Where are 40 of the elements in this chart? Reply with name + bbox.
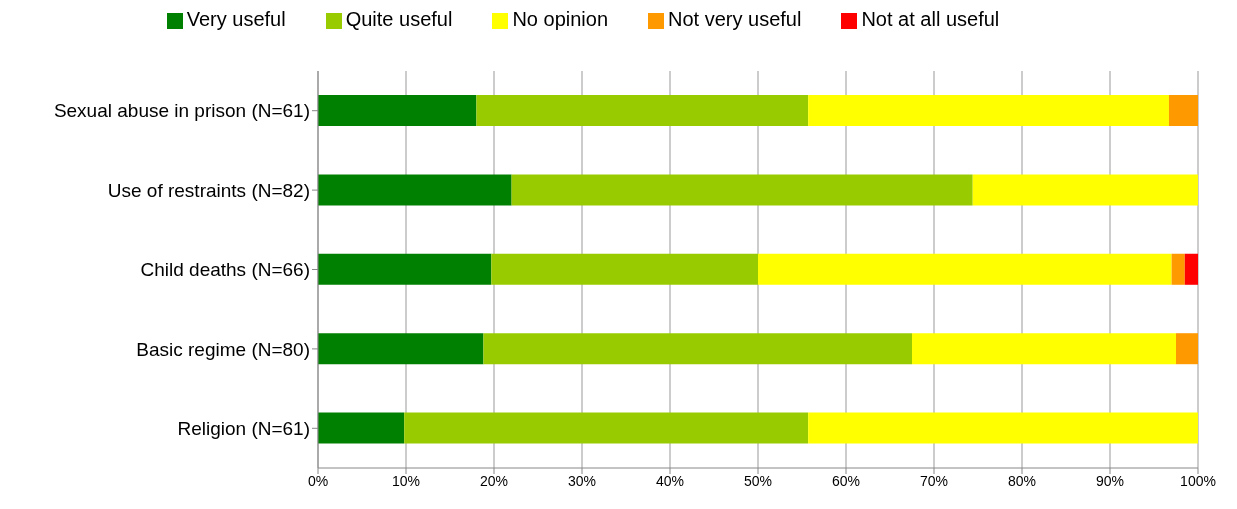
legend-label: Very useful <box>186 8 286 30</box>
bar <box>972 174 1198 206</box>
x-tick-label: 90% <box>1095 472 1125 489</box>
y-tick-label: Religion (N=61) <box>177 418 310 440</box>
legend-label: Not very useful <box>668 8 802 30</box>
bar <box>1171 253 1185 285</box>
x-tick-label: 0% <box>307 472 329 489</box>
y-tick-label: Sexual abuse in prison (N=61) <box>53 100 310 122</box>
bar <box>808 412 1198 444</box>
legend-label: Quite useful <box>345 8 453 30</box>
bar <box>318 174 512 206</box>
bar <box>483 333 912 365</box>
bar <box>758 253 1172 285</box>
x-tick-label: 30% <box>567 472 597 489</box>
legend-label: Not at all useful <box>861 8 1000 30</box>
bar <box>318 95 477 126</box>
y-tick-label: Basic regime (N=80) <box>136 338 310 360</box>
bar <box>511 174 973 206</box>
x-tick-label: 70% <box>919 472 949 489</box>
bar <box>404 412 809 444</box>
bar <box>318 333 484 365</box>
x-tick-label: 50% <box>743 472 773 489</box>
bar <box>318 412 405 444</box>
x-tick-label: 40% <box>655 472 685 489</box>
bar <box>1176 333 1198 365</box>
x-tick-label: 80% <box>1007 472 1037 489</box>
bar <box>476 95 809 126</box>
y-tick-label: Use of restraints (N=82) <box>107 179 310 201</box>
bar <box>808 95 1169 126</box>
y-tick-label: Child deaths (N=66) <box>140 259 310 281</box>
bar <box>912 333 1176 365</box>
x-tick-label: 20% <box>479 472 509 489</box>
x-tick-label: 100% <box>1180 472 1216 489</box>
x-tick-label: 60% <box>831 472 861 489</box>
bar <box>318 253 492 285</box>
x-tick-label: 10% <box>391 472 421 489</box>
legend-label: No opinion <box>512 8 609 30</box>
bar <box>491 253 758 285</box>
bar <box>1184 253 1198 285</box>
bar <box>1168 95 1198 126</box>
